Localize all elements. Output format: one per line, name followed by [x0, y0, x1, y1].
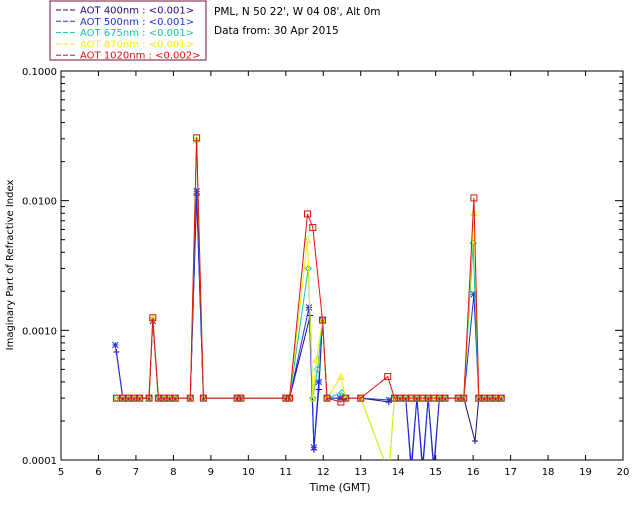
x-tick-label: 7 — [133, 467, 139, 478]
x-tick-label: 17 — [504, 467, 517, 478]
data-point-4-43 — [497, 394, 505, 402]
data-point-4-13 — [199, 394, 207, 402]
x-tick-label: 19 — [579, 467, 592, 478]
data-point-1-23 — [336, 394, 344, 402]
data-point-4-38 — [470, 194, 478, 202]
data-point-4-25 — [384, 373, 392, 381]
legend: AOT 400nm : <0.001>AOT 500nm : <0.001>AO… — [49, 0, 207, 62]
legend-box — [49, 0, 207, 61]
data-point-1-44 — [497, 394, 505, 402]
legend-entry-1: AOT 500nm : <0.001> — [80, 17, 194, 28]
data-point-4-15 — [237, 394, 245, 402]
legend-entry-3: AOT 870nm : <0.001> — [80, 39, 194, 50]
x-tick-label: 12 — [317, 467, 330, 478]
data-point-4-12 — [193, 134, 201, 142]
legend-entry-2: AOT 675nm : <0.001> — [80, 28, 194, 39]
data-point-4-11 — [186, 394, 194, 402]
legend-entry-0: AOT 400nm : <0.001> — [80, 6, 194, 17]
data-point-4-17 — [286, 394, 294, 402]
x-tick-label: 5 — [58, 467, 64, 478]
data-point-4-22 — [337, 398, 345, 406]
data-point-4-5 — [145, 394, 153, 402]
x-tick-label: 13 — [354, 467, 367, 478]
data-point-4-35 — [441, 394, 449, 402]
data-point-4-24 — [357, 394, 365, 402]
data-point-3-18 — [303, 235, 312, 244]
legend-entry-4: AOT 1020nm : <0.002> — [80, 51, 200, 62]
x-tick-label: 8 — [170, 467, 176, 478]
x-tick-label: 18 — [542, 467, 555, 478]
data-point-4-4 — [136, 394, 144, 402]
data-point-4-10 — [171, 394, 179, 402]
x-tick-label: 11 — [279, 467, 292, 478]
y-tick-label: 0.0001 — [22, 456, 57, 467]
data-point-1-0 — [111, 341, 119, 349]
data-point-3-23 — [337, 372, 345, 381]
data-point-4-20 — [319, 316, 327, 324]
data-point-1-26 — [385, 396, 393, 404]
data-point-4-14 — [233, 394, 241, 402]
data-point-4-23 — [342, 394, 350, 402]
x-tick-label: 9 — [208, 467, 214, 478]
data-point-1-12 — [193, 187, 200, 195]
data-point-4-16 — [282, 394, 290, 402]
y-tick-label: 0.0100 — [22, 197, 57, 208]
y-axis-label: Imaginary Part of Refractive Index — [5, 180, 16, 351]
chart-title-date: Data from: 30 Apr 2015 — [214, 25, 339, 37]
y-tick-label: 0.1000 — [22, 67, 57, 78]
data-point-3-19 — [308, 394, 317, 402]
data-point-4-21 — [323, 394, 331, 402]
x-tick-label: 20 — [617, 467, 630, 478]
y-tick-label: 0.0010 — [22, 326, 57, 337]
data-point-4-6 — [149, 314, 157, 322]
chart-title-site: PML, N 50 22', W 04 08', Alt 0m — [214, 6, 381, 18]
data-point-1-19 — [310, 444, 318, 451]
x-tick-label: 14 — [392, 467, 405, 478]
series-line-4 — [116, 137, 502, 403]
data-point-1-39 — [470, 290, 478, 298]
x-tick-label: 10 — [242, 467, 255, 478]
series-4 — [112, 134, 505, 406]
data-point-4-19 — [309, 224, 317, 232]
data-point-3-20 — [312, 354, 321, 363]
x-tick-label: 15 — [429, 467, 442, 478]
plot-area — [60, 70, 624, 461]
x-tick-label: 6 — [95, 467, 101, 478]
data-point-1-18 — [305, 304, 313, 311]
data-point-0-39 — [472, 438, 479, 445]
data-point-4-18 — [304, 210, 312, 218]
data-point-4-37 — [460, 394, 468, 402]
data-point-1-20 — [315, 378, 323, 386]
x-axis-label: Time (GMT) — [309, 482, 371, 494]
x-tick-label: 16 — [467, 467, 480, 478]
